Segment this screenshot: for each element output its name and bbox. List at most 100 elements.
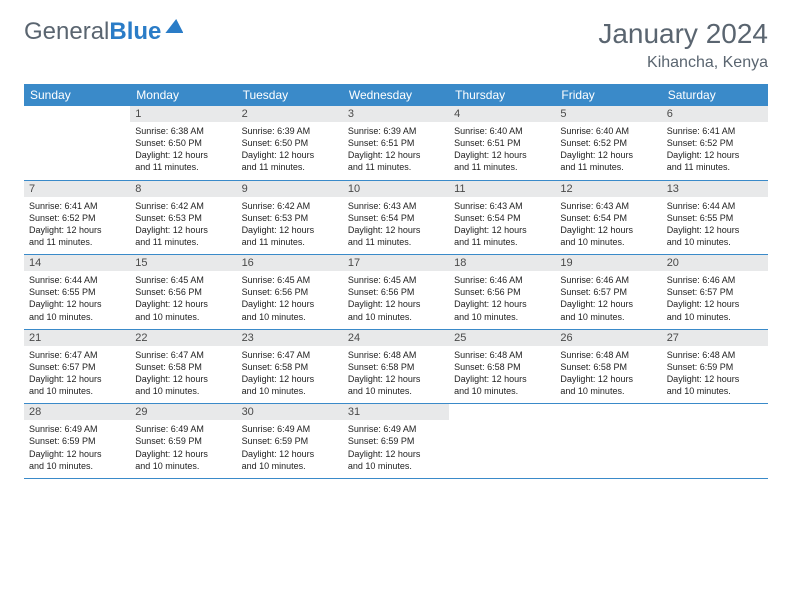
day-details: Sunrise: 6:49 AMSunset: 6:59 PMDaylight:…: [24, 420, 130, 478]
calendar-week-row: 28Sunrise: 6:49 AMSunset: 6:59 PMDayligh…: [24, 404, 768, 479]
day-details: Sunrise: 6:47 AMSunset: 6:57 PMDaylight:…: [24, 346, 130, 404]
day-number: 2: [237, 106, 343, 122]
calendar-cell: 15Sunrise: 6:45 AMSunset: 6:56 PMDayligh…: [130, 255, 236, 330]
day-details: Sunrise: 6:40 AMSunset: 6:52 PMDaylight:…: [555, 122, 661, 180]
day-details: Sunrise: 6:48 AMSunset: 6:58 PMDaylight:…: [449, 346, 555, 404]
logo-text-2: Blue: [109, 18, 161, 46]
calendar-week-row: 21Sunrise: 6:47 AMSunset: 6:57 PMDayligh…: [24, 329, 768, 404]
calendar-cell: 26Sunrise: 6:48 AMSunset: 6:58 PMDayligh…: [555, 329, 661, 404]
calendar-cell: 3Sunrise: 6:39 AMSunset: 6:51 PMDaylight…: [343, 106, 449, 180]
calendar-cell: 10Sunrise: 6:43 AMSunset: 6:54 PMDayligh…: [343, 180, 449, 255]
day-details: Sunrise: 6:39 AMSunset: 6:50 PMDaylight:…: [237, 122, 343, 180]
day-number: 15: [130, 255, 236, 271]
header: General Blue January 2024 Kihancha, Keny…: [24, 18, 768, 72]
day-details: Sunrise: 6:46 AMSunset: 6:57 PMDaylight:…: [662, 271, 768, 329]
day-details: Sunrise: 6:47 AMSunset: 6:58 PMDaylight:…: [237, 346, 343, 404]
calendar-cell: 28Sunrise: 6:49 AMSunset: 6:59 PMDayligh…: [24, 404, 130, 479]
calendar-cell: 12Sunrise: 6:43 AMSunset: 6:54 PMDayligh…: [555, 180, 661, 255]
day-details: Sunrise: 6:49 AMSunset: 6:59 PMDaylight:…: [343, 420, 449, 478]
day-details: Sunrise: 6:46 AMSunset: 6:57 PMDaylight:…: [555, 271, 661, 329]
calendar-cell: 2Sunrise: 6:39 AMSunset: 6:50 PMDaylight…: [237, 106, 343, 180]
day-number: 12: [555, 181, 661, 197]
weekday-header: Tuesday: [237, 84, 343, 106]
day-number: 3: [343, 106, 449, 122]
title-block: January 2024 Kihancha, Kenya: [598, 18, 768, 72]
day-number: 26: [555, 330, 661, 346]
day-details: Sunrise: 6:42 AMSunset: 6:53 PMDaylight:…: [130, 197, 236, 255]
day-details: Sunrise: 6:44 AMSunset: 6:55 PMDaylight:…: [24, 271, 130, 329]
day-number: 4: [449, 106, 555, 122]
weekday-header: Sunday: [24, 84, 130, 106]
day-details: Sunrise: 6:41 AMSunset: 6:52 PMDaylight:…: [24, 197, 130, 255]
calendar-cell: 9Sunrise: 6:42 AMSunset: 6:53 PMDaylight…: [237, 180, 343, 255]
day-details: Sunrise: 6:45 AMSunset: 6:56 PMDaylight:…: [130, 271, 236, 329]
day-details: Sunrise: 6:38 AMSunset: 6:50 PMDaylight:…: [130, 122, 236, 180]
day-details: Sunrise: 6:41 AMSunset: 6:52 PMDaylight:…: [662, 122, 768, 180]
day-number: 8: [130, 181, 236, 197]
day-details: Sunrise: 6:48 AMSunset: 6:58 PMDaylight:…: [555, 346, 661, 404]
logo-triangle-icon: [165, 19, 183, 33]
calendar-cell: 25Sunrise: 6:48 AMSunset: 6:58 PMDayligh…: [449, 329, 555, 404]
weekday-header: Thursday: [449, 84, 555, 106]
calendar-cell: 24Sunrise: 6:48 AMSunset: 6:58 PMDayligh…: [343, 329, 449, 404]
day-details: Sunrise: 6:43 AMSunset: 6:54 PMDaylight:…: [343, 197, 449, 255]
calendar-cell: 4Sunrise: 6:40 AMSunset: 6:51 PMDaylight…: [449, 106, 555, 180]
day-details: Sunrise: 6:47 AMSunset: 6:58 PMDaylight:…: [130, 346, 236, 404]
day-number: 20: [662, 255, 768, 271]
calendar-body: 1Sunrise: 6:38 AMSunset: 6:50 PMDaylight…: [24, 106, 768, 478]
calendar-cell: 13Sunrise: 6:44 AMSunset: 6:55 PMDayligh…: [662, 180, 768, 255]
calendar-cell: 31Sunrise: 6:49 AMSunset: 6:59 PMDayligh…: [343, 404, 449, 479]
calendar-cell: 19Sunrise: 6:46 AMSunset: 6:57 PMDayligh…: [555, 255, 661, 330]
day-details: Sunrise: 6:45 AMSunset: 6:56 PMDaylight:…: [237, 271, 343, 329]
calendar-cell: 14Sunrise: 6:44 AMSunset: 6:55 PMDayligh…: [24, 255, 130, 330]
day-details: Sunrise: 6:49 AMSunset: 6:59 PMDaylight:…: [130, 420, 236, 478]
day-number: 10: [343, 181, 449, 197]
day-number: 5: [555, 106, 661, 122]
calendar-cell: [24, 106, 130, 180]
calendar-cell: 29Sunrise: 6:49 AMSunset: 6:59 PMDayligh…: [130, 404, 236, 479]
day-number: 28: [24, 404, 130, 420]
day-number: 22: [130, 330, 236, 346]
calendar-cell: 22Sunrise: 6:47 AMSunset: 6:58 PMDayligh…: [130, 329, 236, 404]
day-details: Sunrise: 6:43 AMSunset: 6:54 PMDaylight:…: [555, 197, 661, 255]
calendar-table: SundayMondayTuesdayWednesdayThursdayFrid…: [24, 84, 768, 479]
calendar-cell: 8Sunrise: 6:42 AMSunset: 6:53 PMDaylight…: [130, 180, 236, 255]
day-number: 23: [237, 330, 343, 346]
day-number: 6: [662, 106, 768, 122]
calendar-cell: 23Sunrise: 6:47 AMSunset: 6:58 PMDayligh…: [237, 329, 343, 404]
day-number: 24: [343, 330, 449, 346]
day-number: 31: [343, 404, 449, 420]
day-details: Sunrise: 6:46 AMSunset: 6:56 PMDaylight:…: [449, 271, 555, 329]
location-text: Kihancha, Kenya: [598, 54, 768, 72]
calendar-cell: 30Sunrise: 6:49 AMSunset: 6:59 PMDayligh…: [237, 404, 343, 479]
calendar-cell: [662, 404, 768, 479]
day-number: 13: [662, 181, 768, 197]
day-details: Sunrise: 6:49 AMSunset: 6:59 PMDaylight:…: [237, 420, 343, 478]
calendar-cell: [555, 404, 661, 479]
calendar-week-row: 14Sunrise: 6:44 AMSunset: 6:55 PMDayligh…: [24, 255, 768, 330]
day-number: 9: [237, 181, 343, 197]
calendar-cell: 27Sunrise: 6:48 AMSunset: 6:59 PMDayligh…: [662, 329, 768, 404]
day-number: 21: [24, 330, 130, 346]
calendar-week-row: 1Sunrise: 6:38 AMSunset: 6:50 PMDaylight…: [24, 106, 768, 180]
day-details: Sunrise: 6:40 AMSunset: 6:51 PMDaylight:…: [449, 122, 555, 180]
day-details: Sunrise: 6:43 AMSunset: 6:54 PMDaylight:…: [449, 197, 555, 255]
calendar-cell: 18Sunrise: 6:46 AMSunset: 6:56 PMDayligh…: [449, 255, 555, 330]
calendar-cell: 17Sunrise: 6:45 AMSunset: 6:56 PMDayligh…: [343, 255, 449, 330]
logo: General Blue: [24, 18, 183, 46]
day-number: 29: [130, 404, 236, 420]
day-number: 18: [449, 255, 555, 271]
day-number: 1: [130, 106, 236, 122]
day-number: 19: [555, 255, 661, 271]
day-number: 25: [449, 330, 555, 346]
calendar-cell: 20Sunrise: 6:46 AMSunset: 6:57 PMDayligh…: [662, 255, 768, 330]
calendar-cell: 11Sunrise: 6:43 AMSunset: 6:54 PMDayligh…: [449, 180, 555, 255]
day-number: 11: [449, 181, 555, 197]
day-number: 27: [662, 330, 768, 346]
calendar-header-row: SundayMondayTuesdayWednesdayThursdayFrid…: [24, 84, 768, 106]
weekday-header: Wednesday: [343, 84, 449, 106]
logo-text-1: General: [24, 18, 109, 46]
weekday-header: Monday: [130, 84, 236, 106]
calendar-cell: 5Sunrise: 6:40 AMSunset: 6:52 PMDaylight…: [555, 106, 661, 180]
calendar-cell: 21Sunrise: 6:47 AMSunset: 6:57 PMDayligh…: [24, 329, 130, 404]
